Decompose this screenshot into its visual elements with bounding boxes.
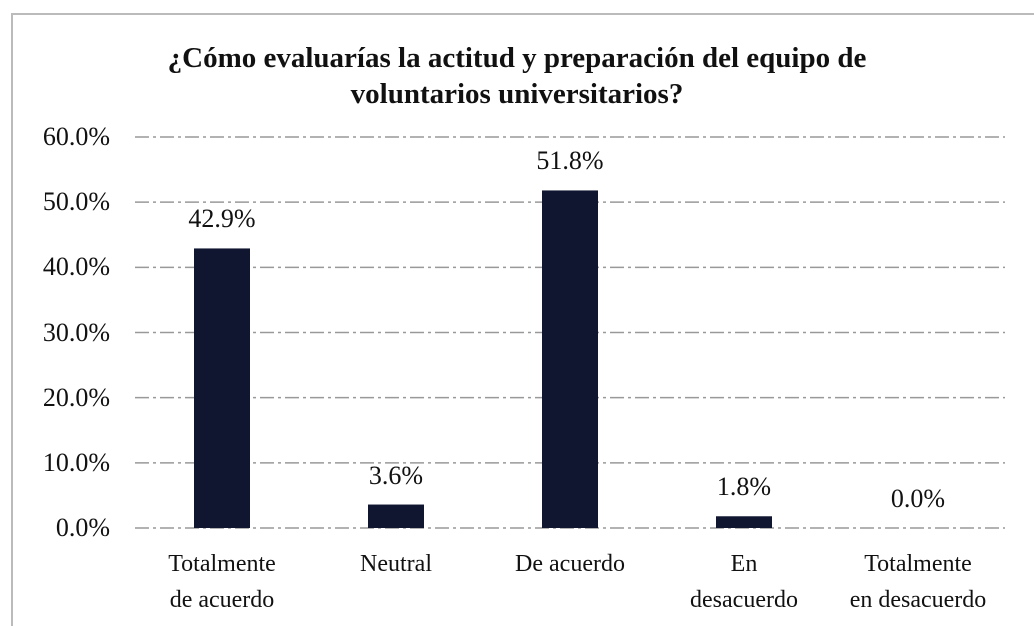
x-tick-label: En desacuerdo [690, 551, 798, 613]
y-tick-label: 40.0% [42, 252, 110, 282]
y-tick-label: 30.0% [42, 317, 110, 347]
value-label: 51.8% [536, 146, 604, 176]
y-tick-label: 50.0% [42, 187, 110, 217]
chart-title: ¿Cómo evaluarías la actitud y preparació… [167, 42, 867, 110]
value-label: 42.9% [188, 204, 256, 234]
y-tick-label: 10.0% [42, 447, 110, 477]
bar [368, 504, 424, 528]
bar [542, 190, 598, 529]
y-tick-label: 0.0% [55, 513, 110, 542]
value-label: 0.0% [890, 484, 946, 513]
y-tick-label: 20.0% [42, 382, 110, 412]
x-tick-label: Totalmente de acuerdo [168, 551, 276, 613]
y-tick-label: 60.0% [42, 122, 110, 151]
x-tick-label: Neutral [360, 551, 432, 577]
x-tick-label: De acuerdo [515, 551, 625, 577]
bar [716, 516, 772, 528]
x-tick-label: Totalmente en desacuerdo [849, 551, 987, 613]
value-label: 3.6% [368, 460, 424, 490]
value-label: 1.8% [716, 472, 772, 502]
frame [11, 13, 1034, 626]
bar [194, 248, 250, 528]
